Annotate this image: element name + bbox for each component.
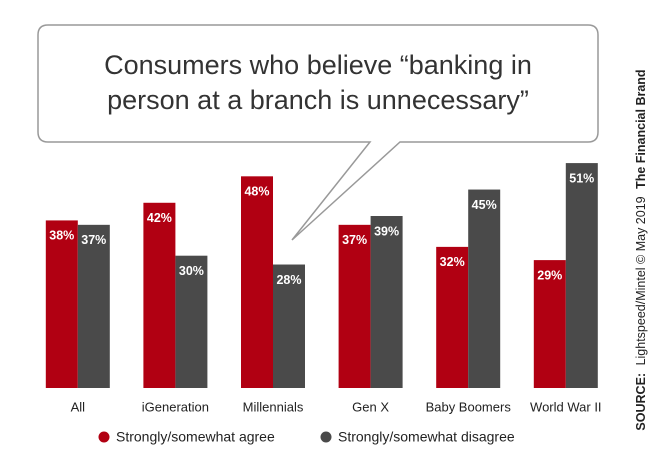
x-tick-label: Millennials <box>243 399 304 414</box>
bar <box>370 216 403 388</box>
bar <box>143 202 176 388</box>
bar <box>533 260 566 388</box>
bar <box>45 220 78 388</box>
x-tick-label: World War II <box>530 399 602 414</box>
value-label: 32% <box>440 255 465 269</box>
brand: The Financial Brand <box>634 69 648 188</box>
legend-swatch <box>320 431 332 443</box>
x-tick-label: iGeneration <box>142 399 209 414</box>
value-label: 28% <box>276 273 301 287</box>
value-label: 45% <box>472 198 497 212</box>
bar <box>436 246 469 388</box>
legend-label: Strongly/somewhat agree <box>116 429 275 445</box>
source: Lightspeed/Mintel © May 2019 <box>634 196 648 365</box>
x-tick-label: Baby Boomers <box>426 399 512 414</box>
chart-title: Consumers who believe “banking in person… <box>104 50 532 115</box>
bar <box>338 224 371 388</box>
legend-swatch <box>98 431 110 443</box>
bar <box>175 255 208 388</box>
value-label: 38% <box>49 229 74 243</box>
value-label: 48% <box>244 185 269 199</box>
value-label: 29% <box>537 268 562 282</box>
value-label: 37% <box>81 233 106 247</box>
value-label: 42% <box>147 211 172 225</box>
bar <box>565 163 598 388</box>
legend-label: Strongly/somewhat disagree <box>338 429 515 445</box>
bar <box>273 264 305 388</box>
bar <box>241 176 273 388</box>
x-tick-label: All <box>71 399 86 414</box>
value-label: 39% <box>374 224 399 238</box>
value-label: 37% <box>342 233 367 247</box>
bar <box>468 189 501 388</box>
bar <box>77 224 110 388</box>
speech-bubble <box>37 24 599 241</box>
source-label: SOURCE: <box>634 373 648 431</box>
source-note: SOURCE: Lightspeed/Mintel © May 2019 The… <box>634 69 648 430</box>
value-label: 51% <box>569 171 594 185</box>
value-label: 30% <box>179 264 204 278</box>
x-tick-label: Gen X <box>352 399 389 414</box>
title-box: Consumers who believe “banking in person… <box>104 50 532 115</box>
